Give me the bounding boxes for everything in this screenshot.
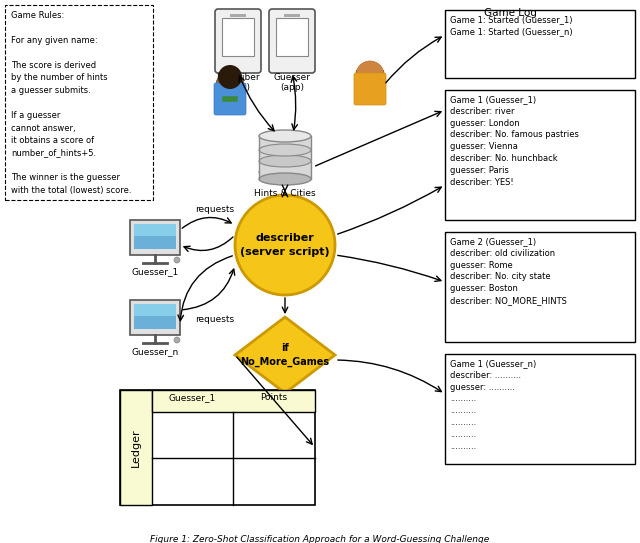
Text: if
No_More_Games: if No_More_Games [241, 343, 330, 367]
Bar [222, 18, 254, 56]
Text: Describer
(app): Describer (app) [216, 73, 260, 92]
Circle shape [216, 71, 244, 99]
Polygon shape [235, 317, 335, 393]
Ellipse shape [259, 173, 311, 185]
Ellipse shape [259, 144, 311, 156]
Text: Guesser_1: Guesser_1 [131, 267, 179, 276]
Bar [120, 390, 152, 505]
Bar [276, 18, 308, 56]
Ellipse shape [259, 155, 311, 167]
Text: Guesser
(app): Guesser (app) [273, 73, 310, 92]
Bar [134, 224, 176, 249]
Bar [130, 220, 180, 255]
Bar [152, 390, 315, 412]
Bar [259, 136, 311, 179]
Text: Figure 1: Zero-Shot Classification Approach for a Word-Guessing Challenge: Figure 1: Zero-Shot Classification Appro… [150, 535, 490, 543]
Bar [445, 232, 635, 342]
Text: requests: requests [195, 205, 235, 214]
Text: describer
(server script): describer (server script) [240, 233, 330, 257]
Text: Game 1 (Guesser_n)
describer: ..........
guesser: ..........
..........
........: Game 1 (Guesser_n) describer: ..........… [450, 359, 536, 451]
Text: Game Log: Game Log [484, 8, 536, 18]
Circle shape [174, 257, 180, 263]
Text: Game 2 (Guesser_1)
describer: old civilization
guesser: Rome
describer: No. city: Game 2 (Guesser_1) describer: old civili… [450, 237, 567, 305]
FancyBboxPatch shape [354, 73, 386, 105]
Bar [445, 90, 635, 220]
Ellipse shape [259, 130, 311, 142]
FancyBboxPatch shape [215, 9, 261, 73]
Ellipse shape [259, 166, 311, 178]
Text: Game Rules:

For any given name:

The score is derived
by the number of hints
a : Game Rules: For any given name: The scor… [11, 11, 131, 195]
Text: Game 1 (Guesser_1)
describer: river
guesser: London
describer: No. famous pastri: Game 1 (Guesser_1) describer: river gues… [450, 95, 579, 187]
Bar [134, 304, 176, 329]
Text: Ledger: Ledger [131, 428, 141, 467]
Circle shape [356, 61, 384, 89]
Bar [134, 224, 176, 236]
FancyBboxPatch shape [214, 83, 246, 115]
Bar [130, 300, 180, 335]
Bar [5, 5, 153, 200]
Bar [134, 304, 176, 316]
Text: Guesser_1: Guesser_1 [169, 393, 216, 402]
Circle shape [218, 65, 242, 89]
Bar [120, 390, 315, 505]
Bar [445, 10, 635, 78]
Circle shape [235, 195, 335, 295]
Bar [284, 14, 300, 17]
Circle shape [174, 337, 180, 343]
Bar [230, 14, 246, 17]
Text: requests: requests [195, 315, 235, 325]
FancyBboxPatch shape [269, 9, 315, 73]
Text: Guesser_n: Guesser_n [131, 347, 179, 356]
Text: Points: Points [260, 393, 287, 402]
Text: Game 1: Started (Guesser_1)
Game 1: Started (Guesser_n): Game 1: Started (Guesser_1) Game 1: Star… [450, 15, 573, 36]
Polygon shape [354, 63, 386, 97]
Text: Hints & Cities: Hints & Cities [254, 189, 316, 198]
Bar [445, 354, 635, 464]
